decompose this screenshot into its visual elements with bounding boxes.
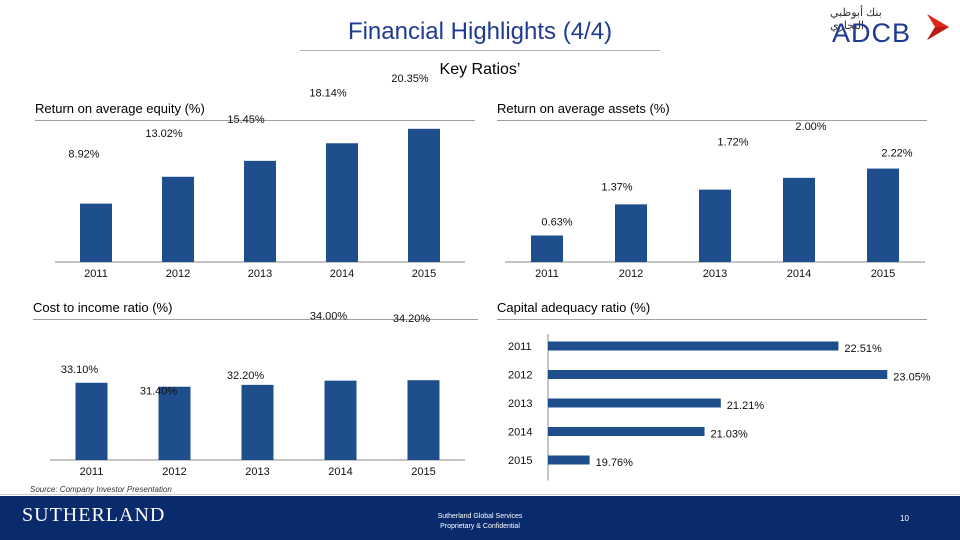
cti-data-label-2012: 31.40%: [140, 386, 178, 398]
car-data-label-2015: 19.76%: [596, 457, 634, 469]
cti-tick-2011: 2011: [80, 466, 104, 478]
car-bar-2014: [548, 427, 705, 436]
roe-data-label-2012: 13.02%: [145, 128, 183, 140]
roa-bar-2014: [783, 177, 815, 262]
footer-company-line: Sutherland Global Services: [437, 513, 523, 520]
roa-tick-2014: 2014: [787, 268, 811, 280]
cti-bar-2014: [324, 380, 357, 460]
roa-data-label-2015: 2.22%: [881, 148, 912, 160]
cti-bar-2015: [407, 380, 440, 460]
car-tick-2011: 2011: [508, 341, 532, 353]
roe-tick-2015: 2015: [412, 268, 436, 280]
page-subtitle: Key Ratios’: [439, 61, 521, 78]
cti-bar-2013: [241, 384, 274, 460]
roa-chart-title: Return on average assets (%): [497, 101, 670, 116]
roe-data-label-2011: 8.92%: [68, 149, 99, 161]
adcb-logo: بنك أبوظبي التجاري ADCB: [830, 6, 955, 50]
roa-bar-2015: [867, 168, 899, 262]
title-divider: [300, 50, 660, 51]
car-title-rule: [497, 319, 927, 320]
roe-tick-2014: 2014: [330, 268, 354, 280]
roa-data-label-2012: 1.37%: [601, 181, 632, 193]
brand-latin-name: ADCB: [832, 18, 912, 48]
cti-bar-2012: [158, 386, 191, 460]
roe-bar-2011: [80, 203, 112, 262]
roa-bar-2012: [615, 204, 647, 262]
roe-tick-2011: 2011: [84, 268, 108, 280]
cti-tick-2014: 2014: [328, 466, 352, 478]
car-tick-2012: 2012: [508, 370, 532, 382]
car-tick-2013: 2013: [508, 398, 532, 410]
car-data-label-2014: 21.03%: [711, 429, 749, 441]
cti-data-label-2011: 33.10%: [61, 364, 99, 376]
roa-tick-2011: 2011: [535, 268, 559, 280]
roe-chart-title: Return on average equity (%): [35, 101, 205, 116]
car-tick-2015: 2015: [508, 455, 532, 467]
roe-data-label-2015: 20.35%: [391, 73, 429, 85]
footer-confidential: Sutherland Global Services Proprietary &…: [380, 512, 580, 532]
cti-title-rule: [33, 319, 478, 320]
roa-title-rule: [497, 120, 927, 121]
car-data-label-2011: 22.51%: [844, 343, 882, 355]
car-bar-2013: [548, 398, 721, 408]
footer-divider: [0, 494, 960, 495]
roa-bar-2013: [699, 189, 731, 262]
car-data-label-2012: 23.05%: [893, 372, 931, 384]
car-chart-title: Capital adequacy ratio (%): [497, 300, 651, 315]
cti-data-label-2014: 34.00%: [310, 311, 348, 323]
roa-tick-2012: 2012: [619, 268, 643, 280]
cti-data-label-2013: 32.20%: [227, 370, 265, 382]
car-data-label-2013: 21.21%: [727, 400, 765, 412]
roa-data-label-2014: 2.00%: [795, 121, 826, 133]
source-note: Source: Company Investor Presentation: [30, 485, 172, 494]
roe-bar-2014: [326, 143, 358, 262]
roa-data-label-2011: 0.63%: [541, 216, 572, 228]
roa-tick-2015: 2015: [871, 268, 895, 280]
roe-data-label-2014: 18.14%: [309, 87, 347, 99]
cti-tick-2012: 2012: [162, 466, 186, 478]
roe-bar-2015: [408, 128, 440, 262]
brand-arabic-name: بنك أبوظبي التجاري: [830, 7, 882, 32]
roe-bar-2013: [244, 160, 276, 262]
car-bar-2011: [548, 341, 839, 351]
sutherland-logo: SUTHERLAND: [22, 504, 166, 526]
cti-tick-2013: 2013: [245, 466, 269, 478]
roe-tick-2013: 2013: [248, 268, 272, 280]
footer-band: [0, 496, 960, 540]
roe-title-rule: [35, 120, 475, 121]
car-bar-2015: [548, 455, 590, 465]
brand-mark-icon: [927, 14, 949, 40]
cti-bar-2011: [75, 382, 108, 460]
page-title: Financial Highlights (4/4): [347, 18, 613, 45]
page-number: 10: [900, 514, 909, 523]
cti-tick-2015: 2015: [411, 466, 435, 478]
cti-chart-title: Cost to income ratio (%): [33, 300, 173, 315]
roe-bar-2012: [162, 176, 194, 262]
roa-data-label-2013: 1.72%: [717, 137, 748, 149]
roa-tick-2013: 2013: [703, 268, 727, 280]
car-bar-2012: [548, 370, 888, 379]
cti-data-label-2015: 34.20%: [393, 313, 431, 325]
car-tick-2014: 2014: [508, 427, 532, 439]
roa-bar-2011: [531, 235, 563, 262]
roe-tick-2012: 2012: [166, 268, 190, 280]
roe-data-label-2013: 15.45%: [227, 114, 265, 126]
footer-confidential-line: Proprietary & Confidential: [440, 523, 520, 530]
